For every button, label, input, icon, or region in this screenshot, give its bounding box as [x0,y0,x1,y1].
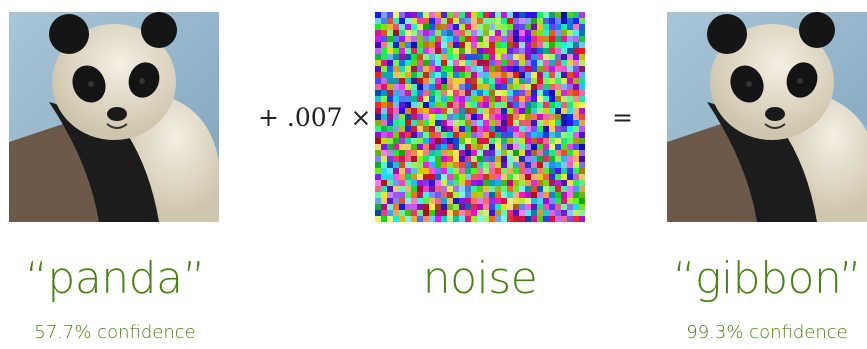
noise-image [375,12,585,222]
panda-photo-perturbed [667,12,867,222]
panda-image-adversarial [667,12,867,222]
panda-image-original [9,12,219,222]
label-gibbon: “gibbon” [672,253,862,304]
equals-operator: = [612,103,633,132]
panda-photo [9,12,219,222]
noise-pattern [375,12,585,222]
confidence-panda: 57.7% confidence [34,322,196,343]
confidence-gibbon: 99.3% confidence [686,322,848,343]
label-noise: noise [422,253,538,304]
plus-times-operator: + .007 × [258,103,372,132]
label-panda: “panda” [25,253,205,304]
